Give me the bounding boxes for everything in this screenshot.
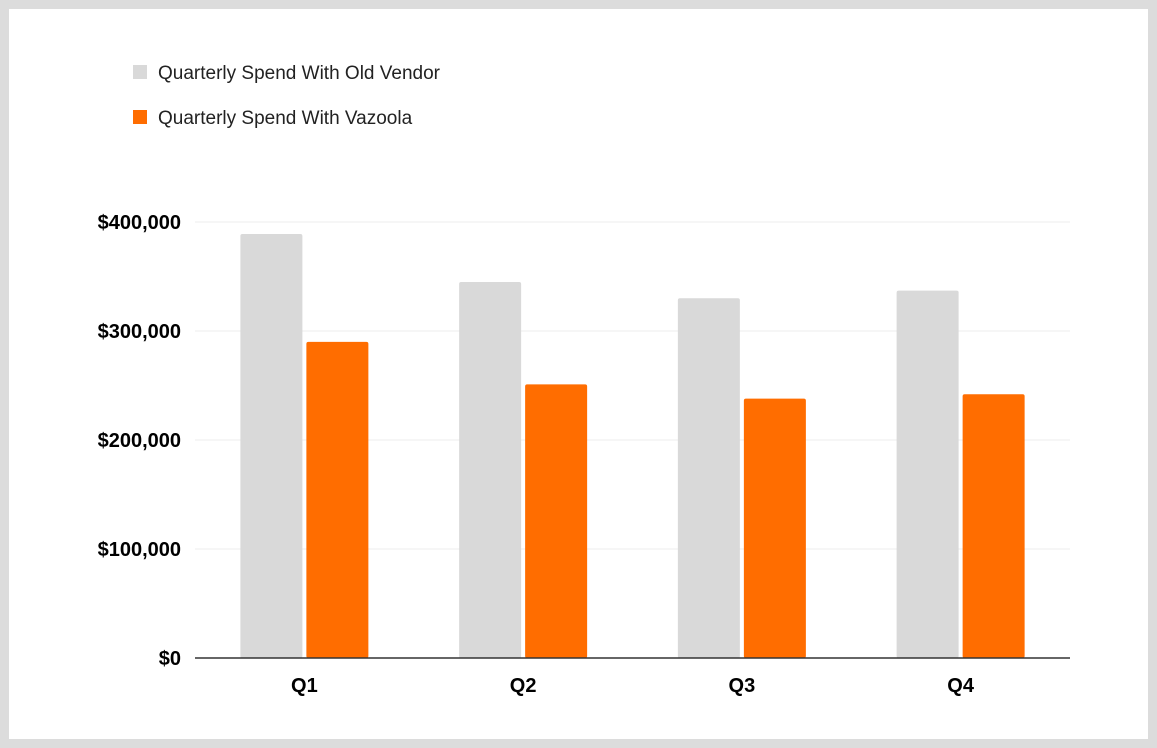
y-tick-label-2: $200,000 <box>98 430 181 452</box>
bar-q1-series-1 <box>240 233 303 659</box>
y-tick-label-3: $300,000 <box>98 321 181 343</box>
y-tick-label-4: $400,000 <box>98 212 181 234</box>
bar-q4-series-2 <box>962 394 1025 658</box>
bar-q1-series-2 <box>306 341 369 658</box>
x-tick-label-q2: Q2 <box>510 675 537 697</box>
x-tick-label-q4: Q4 <box>947 675 975 697</box>
bar-q3-series-1 <box>677 298 740 658</box>
y-tick-label-0: $0 <box>159 648 181 670</box>
bar-q2-series-2 <box>525 384 588 658</box>
x-axis-ticks: Q1 Q2 Q3 Q4 <box>291 675 975 697</box>
y-tick-label-1: $100,000 <box>98 539 181 561</box>
legend-swatch-2 <box>133 110 147 124</box>
legend-label-2: Quarterly Spend With Vazoola <box>158 108 413 129</box>
legend: Quarterly Spend With Old Vendor Quarterly… <box>133 63 441 129</box>
bar-q2-series-1 <box>459 281 522 658</box>
x-tick-label-q3: Q3 <box>729 675 756 697</box>
bars <box>240 233 1025 659</box>
bar-q3-series-2 <box>743 398 806 658</box>
legend-label-1: Quarterly Spend With Old Vendor <box>158 63 441 84</box>
legend-swatch-1 <box>133 65 147 79</box>
y-axis-ticks: $0 $100,000 $200,000 $300,000 $400,000 <box>98 212 181 670</box>
x-tick-label-q1: Q1 <box>291 675 318 697</box>
bar-q4-series-1 <box>896 290 959 658</box>
